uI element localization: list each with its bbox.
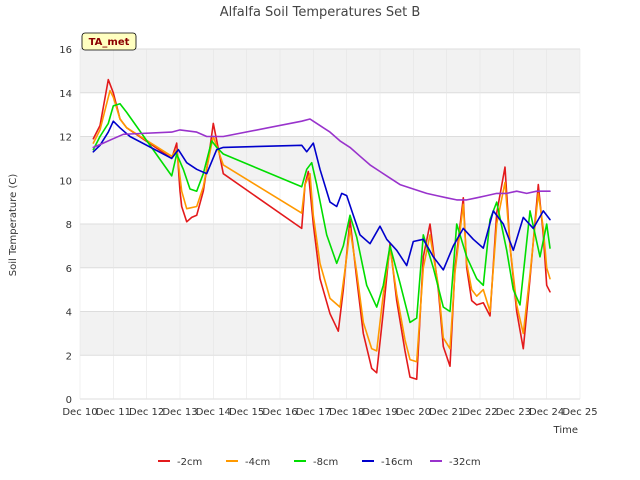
legend-label: -4cm [245,457,270,468]
x-tick-label: Dec 19 [362,407,397,418]
station-badge-box [81,32,137,51]
legend-label: -32cm [449,457,481,468]
series-line-minus-16cm [92,120,551,271]
legend: -2cm -4cm -8cm -16cm -32cm [158,457,481,468]
plot-band [80,136,580,181]
legend-label: -2cm [177,457,202,468]
x-tick-label: Dec 24 [529,407,564,418]
x-tick-label: Dec 10 [62,407,97,418]
x-tick-label: Dec 16 [262,407,297,418]
x-tick-label: Dec 17 [296,407,331,418]
y-tick-label: 2 [66,351,72,362]
plot-band [80,49,580,93]
y-axis-label: Soil Temperature (C) [8,174,19,277]
y-tick-label: 8 [66,220,72,231]
y-tick-label: 0 [66,395,72,406]
y-tick-label: 16 [59,45,72,56]
series-line-minus-4cm [92,89,551,363]
y-tick-label: 10 [59,176,72,187]
x-tick-label: Dec 11 [96,407,131,418]
y-axis-ticks: 0 2 4 6 8 10 12 14 16 [59,45,72,406]
x-tick-label: Dec 21 [429,407,464,418]
x-tick-label: Dec 23 [496,407,531,418]
x-tick-label: Dec 15 [229,407,264,418]
station-badge: TA_met [81,32,137,51]
x-tick-label: Dec 14 [196,407,231,418]
x-tick-label: Dec 18 [329,407,364,418]
station-badge-label: TA_met [89,37,130,48]
x-tick-label: Dec 20 [396,407,431,418]
y-tick-label: 12 [59,133,72,144]
x-tick-label: Dec 25 [562,407,597,418]
series-layer [92,78,551,381]
y-tick-label: 14 [59,89,72,100]
chart-title: Alfalfa Soil Temperatures Set B [220,5,421,20]
plot-band [80,311,580,356]
y-tick-label: 6 [66,264,72,275]
x-tick-label: Dec 22 [462,407,497,418]
x-tick-label: Dec 12 [129,407,164,418]
series-line-minus-32cm [92,118,551,201]
y-tick-label: 4 [66,308,72,319]
legend-label: -8cm [313,457,338,468]
legend-label: -16cm [381,457,413,468]
x-axis-label: Time [553,425,578,436]
x-tick-label: Dec 13 [162,407,197,418]
